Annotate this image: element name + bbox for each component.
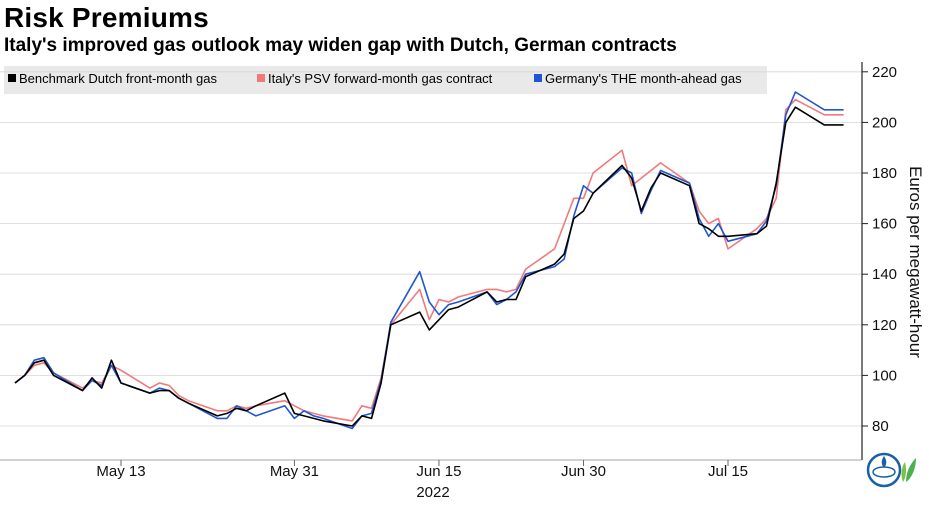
series-line-italy bbox=[14, 98, 844, 422]
y-tick-label-220: 220 bbox=[872, 64, 897, 81]
series-line-germany bbox=[14, 91, 844, 430]
y-tick-label-160: 160 bbox=[872, 216, 897, 233]
y-tick-label-140: 140 bbox=[872, 266, 897, 283]
legend-label-germany: Germany's THE month-ahead gas bbox=[545, 71, 742, 86]
legend-background bbox=[4, 66, 767, 94]
legend-label-dutch: Benchmark Dutch front-month gas bbox=[19, 71, 217, 86]
logo-leaf-icon bbox=[906, 458, 916, 482]
legend-swatch-italy bbox=[257, 74, 265, 82]
y-tick-label-200: 200 bbox=[872, 114, 897, 131]
x-tick-label-1: May 31 bbox=[270, 463, 319, 480]
legend-swatch-germany bbox=[534, 74, 542, 82]
logo-circle bbox=[866, 452, 902, 488]
x-year-label: 2022 bbox=[416, 484, 449, 501]
x-tick-label-2: Jun 15 bbox=[416, 463, 461, 480]
legend-swatch-dutch bbox=[8, 74, 16, 82]
y-axis-label: Euros per megawatt-hour bbox=[906, 166, 925, 358]
logo-flame-icon bbox=[881, 456, 887, 468]
y-tick-label-180: 180 bbox=[872, 165, 897, 182]
y-tick-label-100: 100 bbox=[872, 367, 897, 384]
x-tick-label-0: May 13 bbox=[96, 463, 145, 480]
y-tick-label-120: 120 bbox=[872, 317, 897, 334]
chart-title: Risk Premiums bbox=[4, 2, 209, 33]
legend: Benchmark Dutch front-month gas Italy's … bbox=[8, 71, 742, 86]
logo-leaf-icon-2 bbox=[901, 462, 907, 482]
logo-ring bbox=[872, 466, 896, 478]
y-axis-ticks: 80 100 120 140 160 180 200 220 bbox=[862, 64, 897, 435]
x-tick-label-4: Jul 15 bbox=[708, 463, 748, 480]
x-axis-ticks: May 13 May 31 Jun 15 Jun 30 Jul 15 bbox=[96, 460, 748, 480]
gridlines bbox=[0, 71, 862, 427]
series-lines bbox=[14, 91, 844, 430]
y-tick-label-80: 80 bbox=[872, 418, 889, 435]
legend-label-italy: Italy's PSV forward-month gas contract bbox=[268, 71, 493, 86]
x-tick-label-3: Jun 30 bbox=[561, 463, 606, 480]
chart-subtitle: Italy's improved gas outlook may widen g… bbox=[4, 35, 677, 56]
series-line-dutch bbox=[14, 106, 844, 427]
cnlng-logo bbox=[866, 452, 916, 488]
